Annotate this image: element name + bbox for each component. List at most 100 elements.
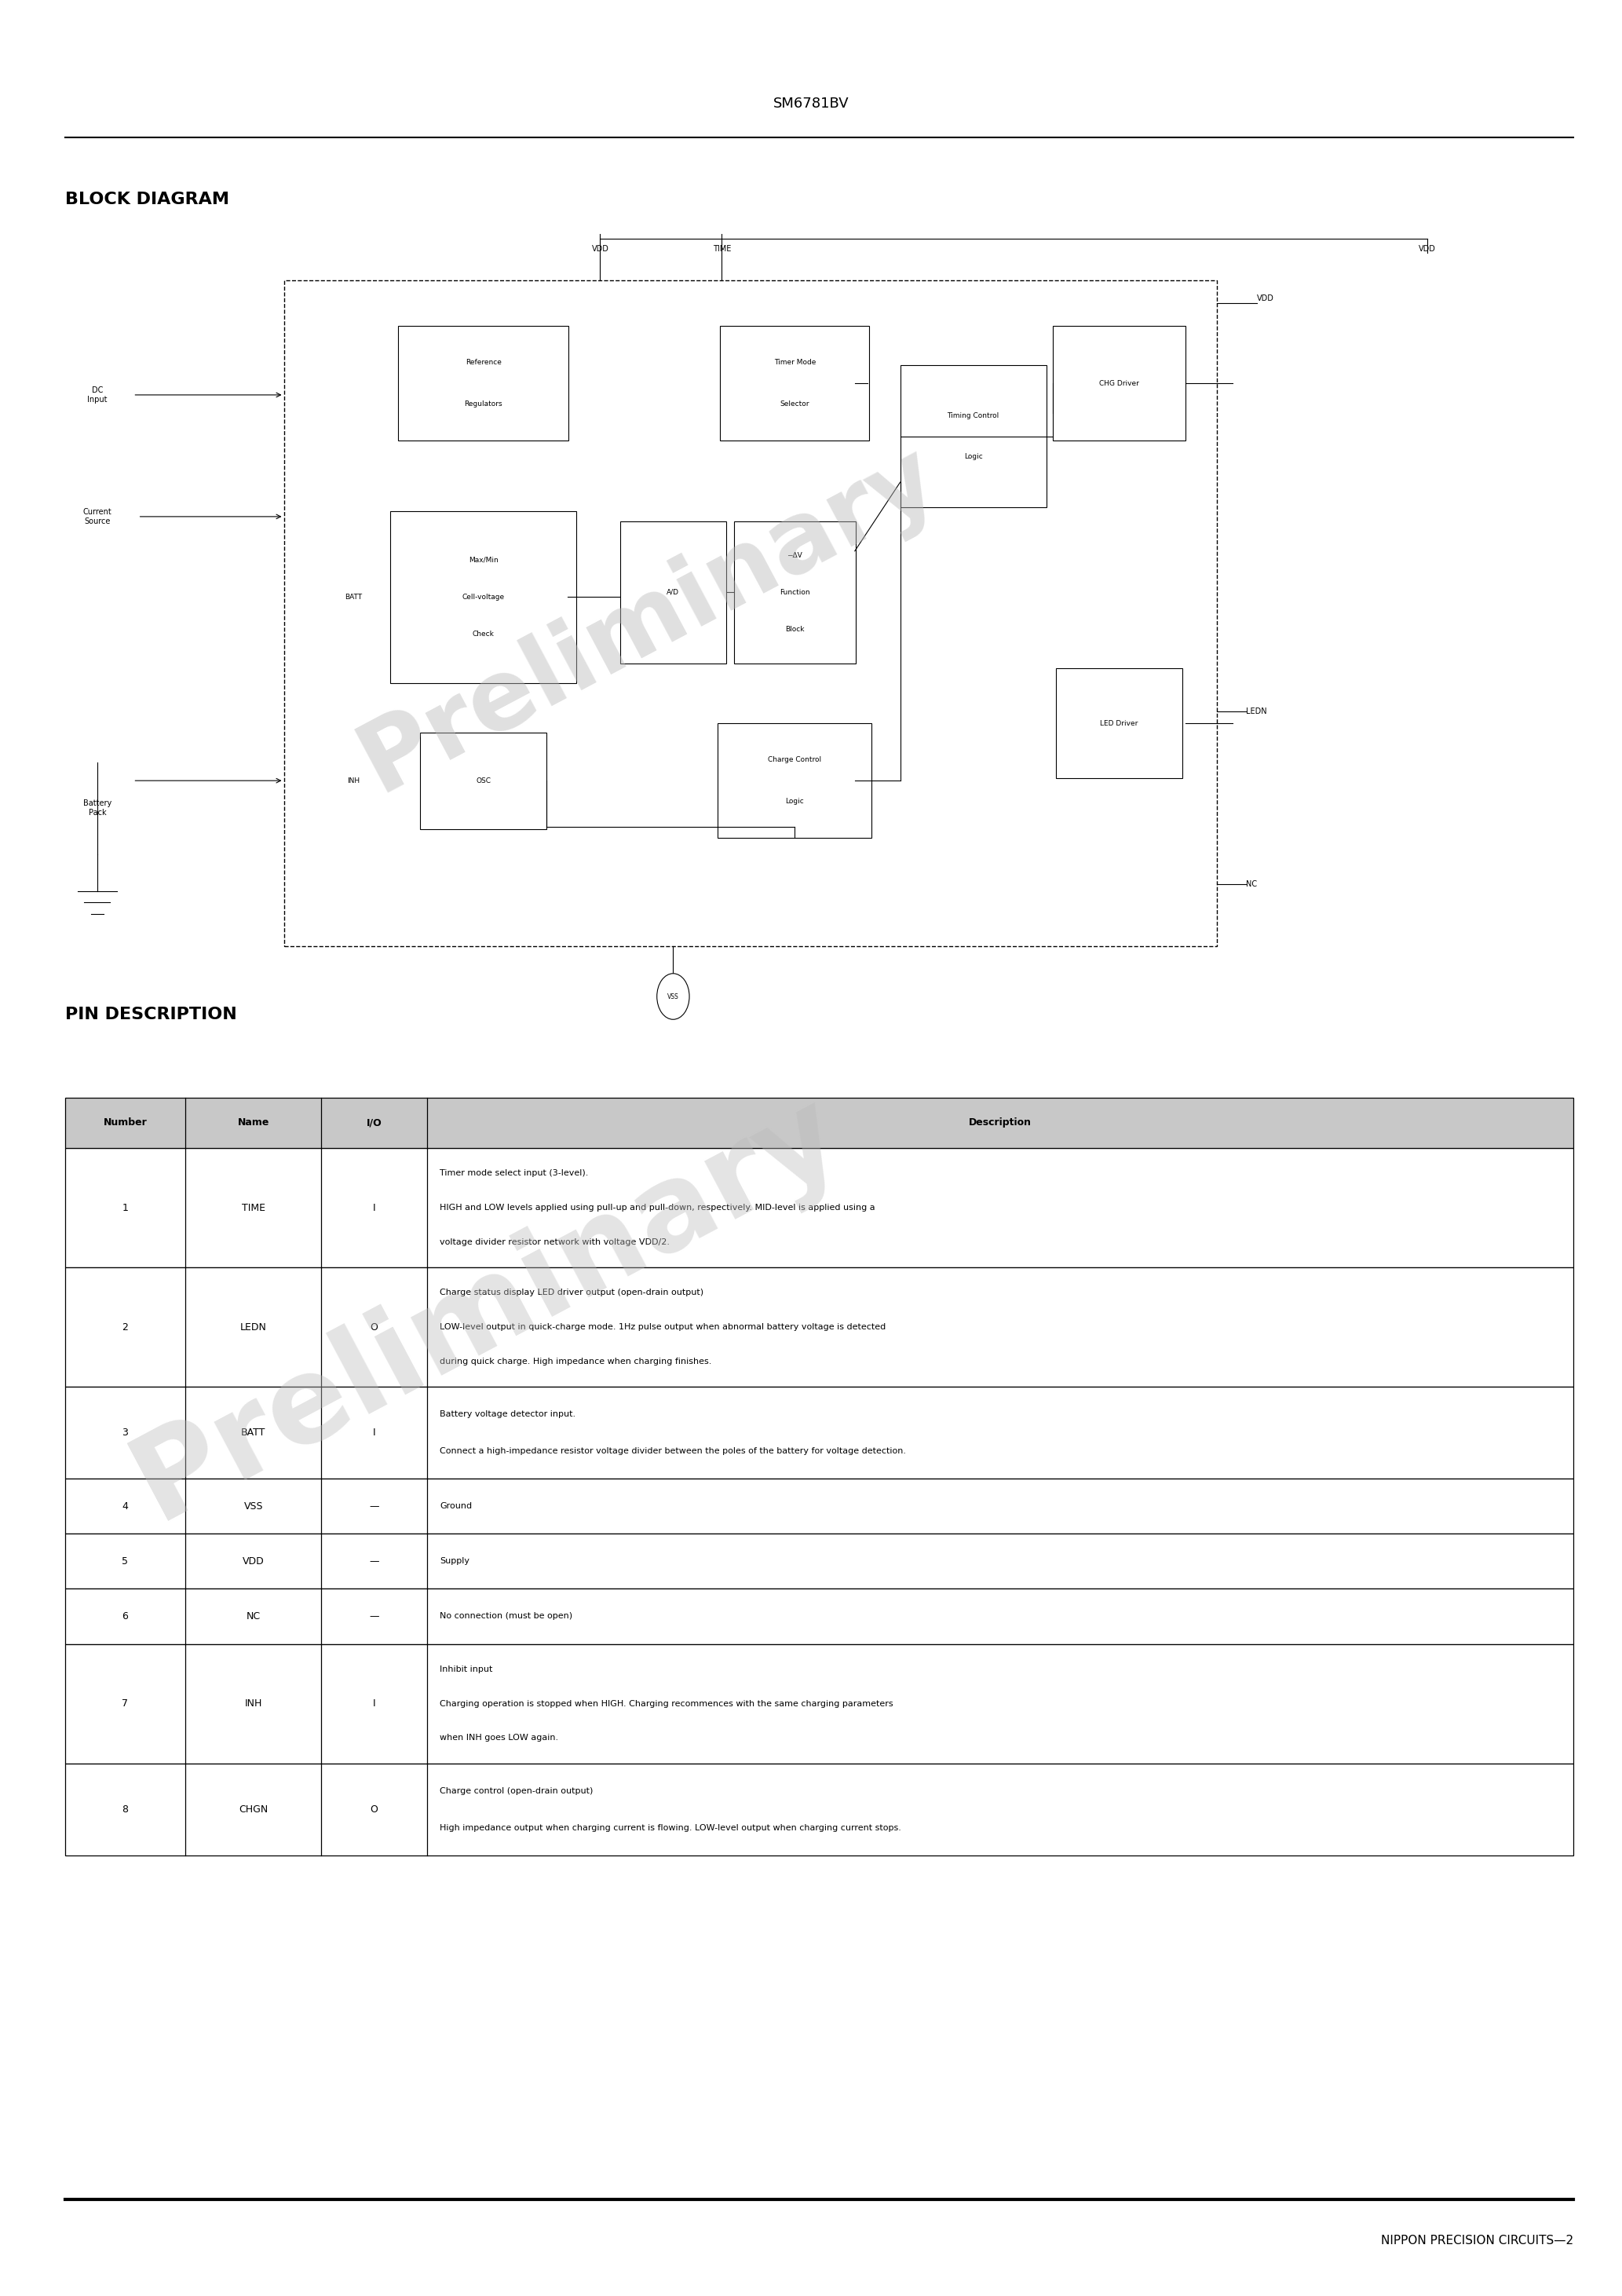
- Text: Inhibit input: Inhibit input: [440, 1665, 493, 1674]
- Text: −ΔV: −ΔV: [787, 551, 803, 560]
- Text: VSS: VSS: [243, 1502, 263, 1511]
- Text: —: —: [370, 1502, 380, 1511]
- Bar: [65, 1148, 1573, 1267]
- Text: 7: 7: [122, 1699, 128, 1708]
- Bar: [620, 521, 725, 664]
- Text: Timer Mode: Timer Mode: [774, 358, 816, 367]
- Text: LOW-level output in quick-charge mode. 1Hz pulse output when abnormal battery vo: LOW-level output in quick-charge mode. 1…: [440, 1322, 886, 1332]
- Bar: [65, 1589, 1573, 1644]
- Text: Connect a high-impedance resistor voltage divider between the poles of the batte: Connect a high-impedance resistor voltag…: [440, 1446, 907, 1456]
- Bar: [65, 1267, 1573, 1387]
- Text: A/D: A/D: [667, 588, 680, 597]
- Bar: [389, 512, 577, 684]
- Text: OSC: OSC: [475, 776, 491, 785]
- Text: I/O: I/O: [367, 1118, 381, 1127]
- Text: —: —: [370, 1557, 380, 1566]
- Text: O: O: [370, 1805, 378, 1814]
- Bar: [1053, 326, 1186, 441]
- Text: 2: 2: [122, 1322, 128, 1332]
- Text: 3: 3: [122, 1428, 128, 1437]
- Bar: [900, 365, 1046, 507]
- Text: —: —: [370, 1612, 380, 1621]
- Text: Max/Min: Max/Min: [469, 556, 498, 565]
- Text: Description: Description: [968, 1118, 1032, 1127]
- Text: Selector: Selector: [780, 400, 809, 409]
- Text: Supply: Supply: [440, 1557, 470, 1566]
- Bar: [65, 1387, 1573, 1479]
- Text: Battery voltage detector input.: Battery voltage detector input.: [440, 1410, 576, 1419]
- Text: Timing Control: Timing Control: [947, 411, 999, 420]
- Text: when INH goes LOW again.: when INH goes LOW again.: [440, 1733, 558, 1743]
- Bar: [65, 1534, 1573, 1589]
- Circle shape: [657, 974, 689, 1019]
- Text: I: I: [373, 1428, 376, 1437]
- Text: Block: Block: [785, 625, 805, 634]
- Text: VSS: VSS: [665, 999, 681, 1008]
- Text: VDD: VDD: [1419, 246, 1435, 253]
- Text: Preliminary: Preliminary: [114, 1075, 860, 1543]
- Text: Preliminary: Preliminary: [344, 427, 954, 813]
- Text: Ground: Ground: [440, 1502, 472, 1511]
- Text: 4: 4: [122, 1502, 128, 1511]
- Text: 1: 1: [122, 1203, 128, 1212]
- Bar: [65, 1097, 1573, 1148]
- Text: SM6781BV: SM6781BV: [774, 96, 848, 110]
- Text: Charging operation is stopped when HIGH. Charging recommences with the same char: Charging operation is stopped when HIGH.…: [440, 1699, 894, 1708]
- Text: Logic: Logic: [785, 797, 805, 806]
- Text: BATT: BATT: [242, 1428, 266, 1437]
- Text: NC: NC: [1246, 879, 1257, 889]
- Text: BATT: BATT: [345, 592, 362, 602]
- Text: Regulators: Regulators: [464, 400, 503, 409]
- Text: No connection (must be open): No connection (must be open): [440, 1612, 573, 1621]
- Text: PIN DESCRIPTION: PIN DESCRIPTION: [65, 1008, 237, 1022]
- Text: INH: INH: [347, 776, 360, 785]
- Text: LEDN: LEDN: [240, 1322, 266, 1332]
- Bar: [733, 521, 856, 664]
- Text: 5: 5: [122, 1557, 128, 1566]
- Text: Reference: Reference: [466, 358, 501, 367]
- Bar: [65, 1644, 1573, 1763]
- Text: Timer mode select input (3-level).: Timer mode select input (3-level).: [440, 1169, 589, 1178]
- Text: BLOCK DIAGRAM: BLOCK DIAGRAM: [65, 193, 229, 207]
- Bar: [399, 326, 568, 441]
- Text: VDD: VDD: [1257, 294, 1275, 303]
- Text: VSS: VSS: [667, 992, 680, 1001]
- Text: INH: INH: [245, 1699, 263, 1708]
- Text: O: O: [370, 1322, 378, 1332]
- Text: I: I: [373, 1203, 376, 1212]
- Text: Check: Check: [472, 629, 495, 638]
- Text: VDD: VDD: [592, 246, 608, 253]
- Text: VDD: VDD: [243, 1557, 264, 1566]
- Text: TIME: TIME: [242, 1203, 266, 1212]
- Text: NIPPON PRECISION CIRCUITS—2: NIPPON PRECISION CIRCUITS—2: [1380, 2234, 1573, 2248]
- Text: Charge control (open-drain output): Charge control (open-drain output): [440, 1786, 594, 1795]
- Bar: [720, 326, 869, 441]
- Text: CHG Driver: CHG Driver: [1100, 379, 1139, 388]
- Text: Charge status display LED driver output (open-drain output): Charge status display LED driver output …: [440, 1288, 704, 1297]
- Bar: [1056, 668, 1182, 778]
- Bar: [65, 1479, 1573, 1534]
- Bar: [719, 723, 873, 838]
- Bar: [65, 1763, 1573, 1855]
- Text: Charge Control: Charge Control: [769, 755, 821, 765]
- Bar: [420, 732, 547, 829]
- Text: DC
Input: DC Input: [88, 386, 107, 404]
- Text: TIME: TIME: [712, 246, 732, 253]
- Text: LEDN: LEDN: [1246, 707, 1267, 716]
- Text: Name: Name: [237, 1118, 269, 1127]
- Text: Current
Source: Current Source: [83, 507, 112, 526]
- Text: Number: Number: [104, 1118, 148, 1127]
- Text: LED Driver: LED Driver: [1100, 719, 1139, 728]
- Text: NC: NC: [247, 1612, 261, 1621]
- Text: Logic: Logic: [963, 452, 983, 461]
- Text: Battery
Pack: Battery Pack: [83, 799, 112, 817]
- Text: Cell-voltage: Cell-voltage: [462, 592, 504, 602]
- Text: CHGN: CHGN: [238, 1805, 268, 1814]
- Text: during quick charge. High impedance when charging finishes.: during quick charge. High impedance when…: [440, 1357, 712, 1366]
- Text: Function: Function: [780, 588, 809, 597]
- Text: 8: 8: [122, 1805, 128, 1814]
- Text: I: I: [373, 1699, 376, 1708]
- Text: voltage divider resistor network with voltage VDD/2.: voltage divider resistor network with vo…: [440, 1238, 670, 1247]
- Text: 6: 6: [122, 1612, 128, 1621]
- Text: High impedance output when charging current is flowing. LOW-level output when ch: High impedance output when charging curr…: [440, 1823, 902, 1832]
